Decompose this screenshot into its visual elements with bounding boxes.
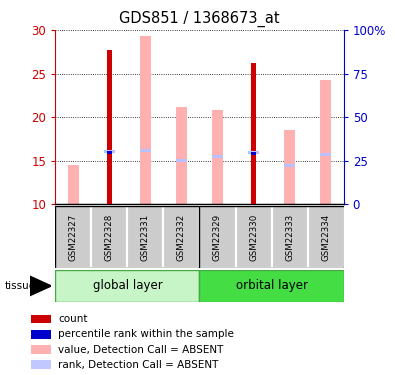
Bar — [212, 155, 223, 158]
Bar — [31, 360, 51, 369]
Bar — [251, 63, 256, 204]
Bar — [272, 206, 308, 268]
Bar — [127, 206, 164, 268]
Text: value, Detection Call = ABSENT: value, Detection Call = ABSENT — [58, 345, 223, 355]
Text: orbital layer: orbital layer — [235, 279, 308, 292]
Bar — [235, 206, 272, 268]
Bar — [107, 50, 112, 204]
Bar — [320, 80, 331, 204]
Bar — [91, 206, 127, 268]
Text: count: count — [58, 314, 87, 324]
Bar — [31, 345, 51, 354]
Bar — [164, 206, 199, 268]
Bar — [68, 165, 79, 204]
Bar — [140, 36, 151, 204]
Text: percentile rank within the sample: percentile rank within the sample — [58, 329, 234, 339]
Text: tissue: tissue — [5, 281, 36, 291]
Bar — [55, 270, 199, 302]
Text: GSM22328: GSM22328 — [105, 214, 114, 261]
Bar — [251, 152, 256, 155]
Text: GSM22327: GSM22327 — [69, 214, 78, 261]
Bar — [284, 164, 295, 166]
Bar — [31, 330, 51, 339]
Text: GSM22330: GSM22330 — [249, 214, 258, 261]
Polygon shape — [30, 276, 51, 296]
Bar — [308, 206, 344, 268]
Bar — [199, 270, 344, 302]
Bar — [176, 107, 187, 204]
Text: GSM22329: GSM22329 — [213, 214, 222, 261]
Bar — [176, 159, 187, 162]
Bar — [320, 153, 331, 156]
Text: GSM22334: GSM22334 — [321, 214, 330, 261]
Text: GSM22333: GSM22333 — [285, 214, 294, 261]
Title: GDS851 / 1368673_at: GDS851 / 1368673_at — [119, 11, 280, 27]
Text: rank, Detection Call = ABSENT: rank, Detection Call = ABSENT — [58, 360, 218, 370]
Text: GSM22332: GSM22332 — [177, 214, 186, 261]
Text: GSM22331: GSM22331 — [141, 214, 150, 261]
Bar — [140, 149, 151, 152]
Text: global layer: global layer — [92, 279, 162, 292]
Bar — [104, 150, 115, 153]
Bar — [107, 150, 112, 154]
Bar — [284, 130, 295, 204]
Bar — [212, 110, 223, 204]
Bar — [248, 152, 259, 154]
Bar — [31, 315, 51, 323]
Bar — [199, 206, 235, 268]
Bar — [55, 206, 91, 268]
